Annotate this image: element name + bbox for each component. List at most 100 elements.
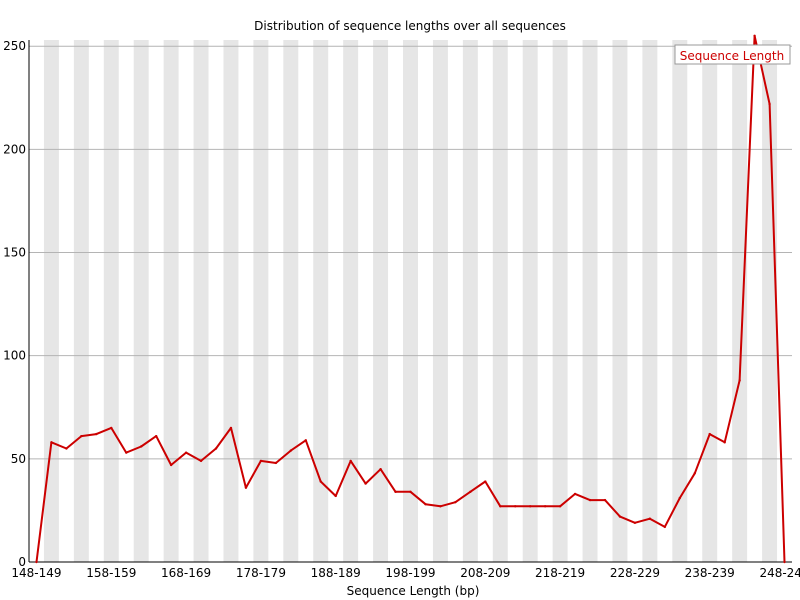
band xyxy=(283,40,299,562)
data-point xyxy=(229,426,233,430)
y-tick-label: 50 xyxy=(11,452,26,466)
band xyxy=(642,40,658,562)
data-point xyxy=(588,498,592,502)
data-point xyxy=(409,490,412,494)
band xyxy=(522,40,538,562)
data-point xyxy=(110,426,113,430)
data-point xyxy=(678,496,681,500)
y-axis-ticks: 0 50 100 150 200 250 xyxy=(3,39,26,569)
data-point xyxy=(514,505,517,508)
band xyxy=(403,40,418,562)
data-point xyxy=(603,498,607,502)
band xyxy=(702,40,718,562)
data-point xyxy=(693,472,696,475)
band xyxy=(43,40,59,562)
data-point xyxy=(768,102,771,106)
data-point xyxy=(169,463,173,467)
x-tick-label: 228-229 xyxy=(610,566,660,580)
data-point xyxy=(244,486,248,489)
band xyxy=(133,40,149,562)
band xyxy=(612,40,628,562)
data-point xyxy=(439,505,442,508)
x-tick-label: 208-209 xyxy=(460,566,510,580)
band xyxy=(462,40,478,562)
data-point xyxy=(349,459,352,463)
data-point xyxy=(50,441,53,444)
x-tick-label: 198-199 xyxy=(385,566,435,580)
data-point xyxy=(738,379,741,382)
band xyxy=(552,40,568,562)
data-point xyxy=(573,492,577,496)
band xyxy=(492,40,508,562)
axes xyxy=(28,40,792,563)
y-tick-label: 200 xyxy=(3,142,26,156)
data-point xyxy=(753,34,756,38)
data-point xyxy=(199,459,203,463)
data-point xyxy=(379,467,382,471)
data-point xyxy=(154,434,158,438)
data-point xyxy=(499,505,502,508)
x-tick-label: 248-248 xyxy=(759,566,800,580)
data-point xyxy=(125,451,128,454)
x-tick-label: 178-179 xyxy=(236,566,286,580)
data-point xyxy=(454,500,457,504)
data-point xyxy=(274,461,278,465)
x-tick-label: 168-169 xyxy=(161,566,211,580)
y-tick-label: 100 xyxy=(3,349,26,363)
x-tick-label: 158-159 xyxy=(86,566,136,580)
data-point xyxy=(783,560,786,564)
data-point xyxy=(484,480,487,483)
band xyxy=(762,40,778,562)
data-point xyxy=(140,445,143,448)
data-point xyxy=(723,441,726,444)
y-tick-label: 0 xyxy=(18,555,26,569)
series-layer xyxy=(35,34,786,564)
data-point xyxy=(708,432,711,436)
data-point xyxy=(469,490,472,494)
x-axis-label: Sequence Length (bp) xyxy=(347,584,480,598)
data-point xyxy=(364,482,367,485)
band xyxy=(103,40,119,562)
data-point xyxy=(35,560,38,564)
data-point xyxy=(259,459,263,463)
data-point xyxy=(663,525,667,529)
data-point xyxy=(558,505,562,508)
data-point xyxy=(334,494,337,498)
band xyxy=(582,40,598,562)
band xyxy=(672,40,688,562)
band xyxy=(223,40,239,562)
data-point xyxy=(633,521,637,524)
data-point xyxy=(214,447,218,450)
alternating-bands xyxy=(43,40,778,562)
x-tick-label: 188-189 xyxy=(311,566,361,580)
band xyxy=(432,40,448,562)
legend: Sequence Length xyxy=(674,44,791,65)
data-point xyxy=(319,480,322,483)
data-point xyxy=(618,515,622,518)
y-tick-label: 150 xyxy=(3,246,26,260)
band xyxy=(163,40,179,562)
band xyxy=(343,40,359,562)
band xyxy=(193,40,209,562)
legend-box xyxy=(674,44,791,65)
x-tick-label: 218-219 xyxy=(535,566,585,580)
x-tick-label: 238-239 xyxy=(685,566,735,580)
data-point xyxy=(394,490,397,494)
x-axis-ticks: 148-149 158-159 168-169 178-179 188-189 198-1… xyxy=(11,566,800,580)
band xyxy=(373,40,389,562)
data-point xyxy=(648,517,652,520)
data-point xyxy=(304,439,307,442)
data-point xyxy=(543,505,547,508)
band xyxy=(313,40,329,562)
band xyxy=(732,40,748,562)
data-point xyxy=(424,503,427,506)
data-point xyxy=(65,447,68,450)
band xyxy=(253,40,269,562)
y-tick-label: 250 xyxy=(3,39,26,53)
data-point xyxy=(95,432,98,436)
data-point xyxy=(528,505,532,508)
chart-title: Distribution of sequence lengths over al… xyxy=(254,19,566,33)
band xyxy=(73,40,89,562)
data-point xyxy=(289,449,293,452)
